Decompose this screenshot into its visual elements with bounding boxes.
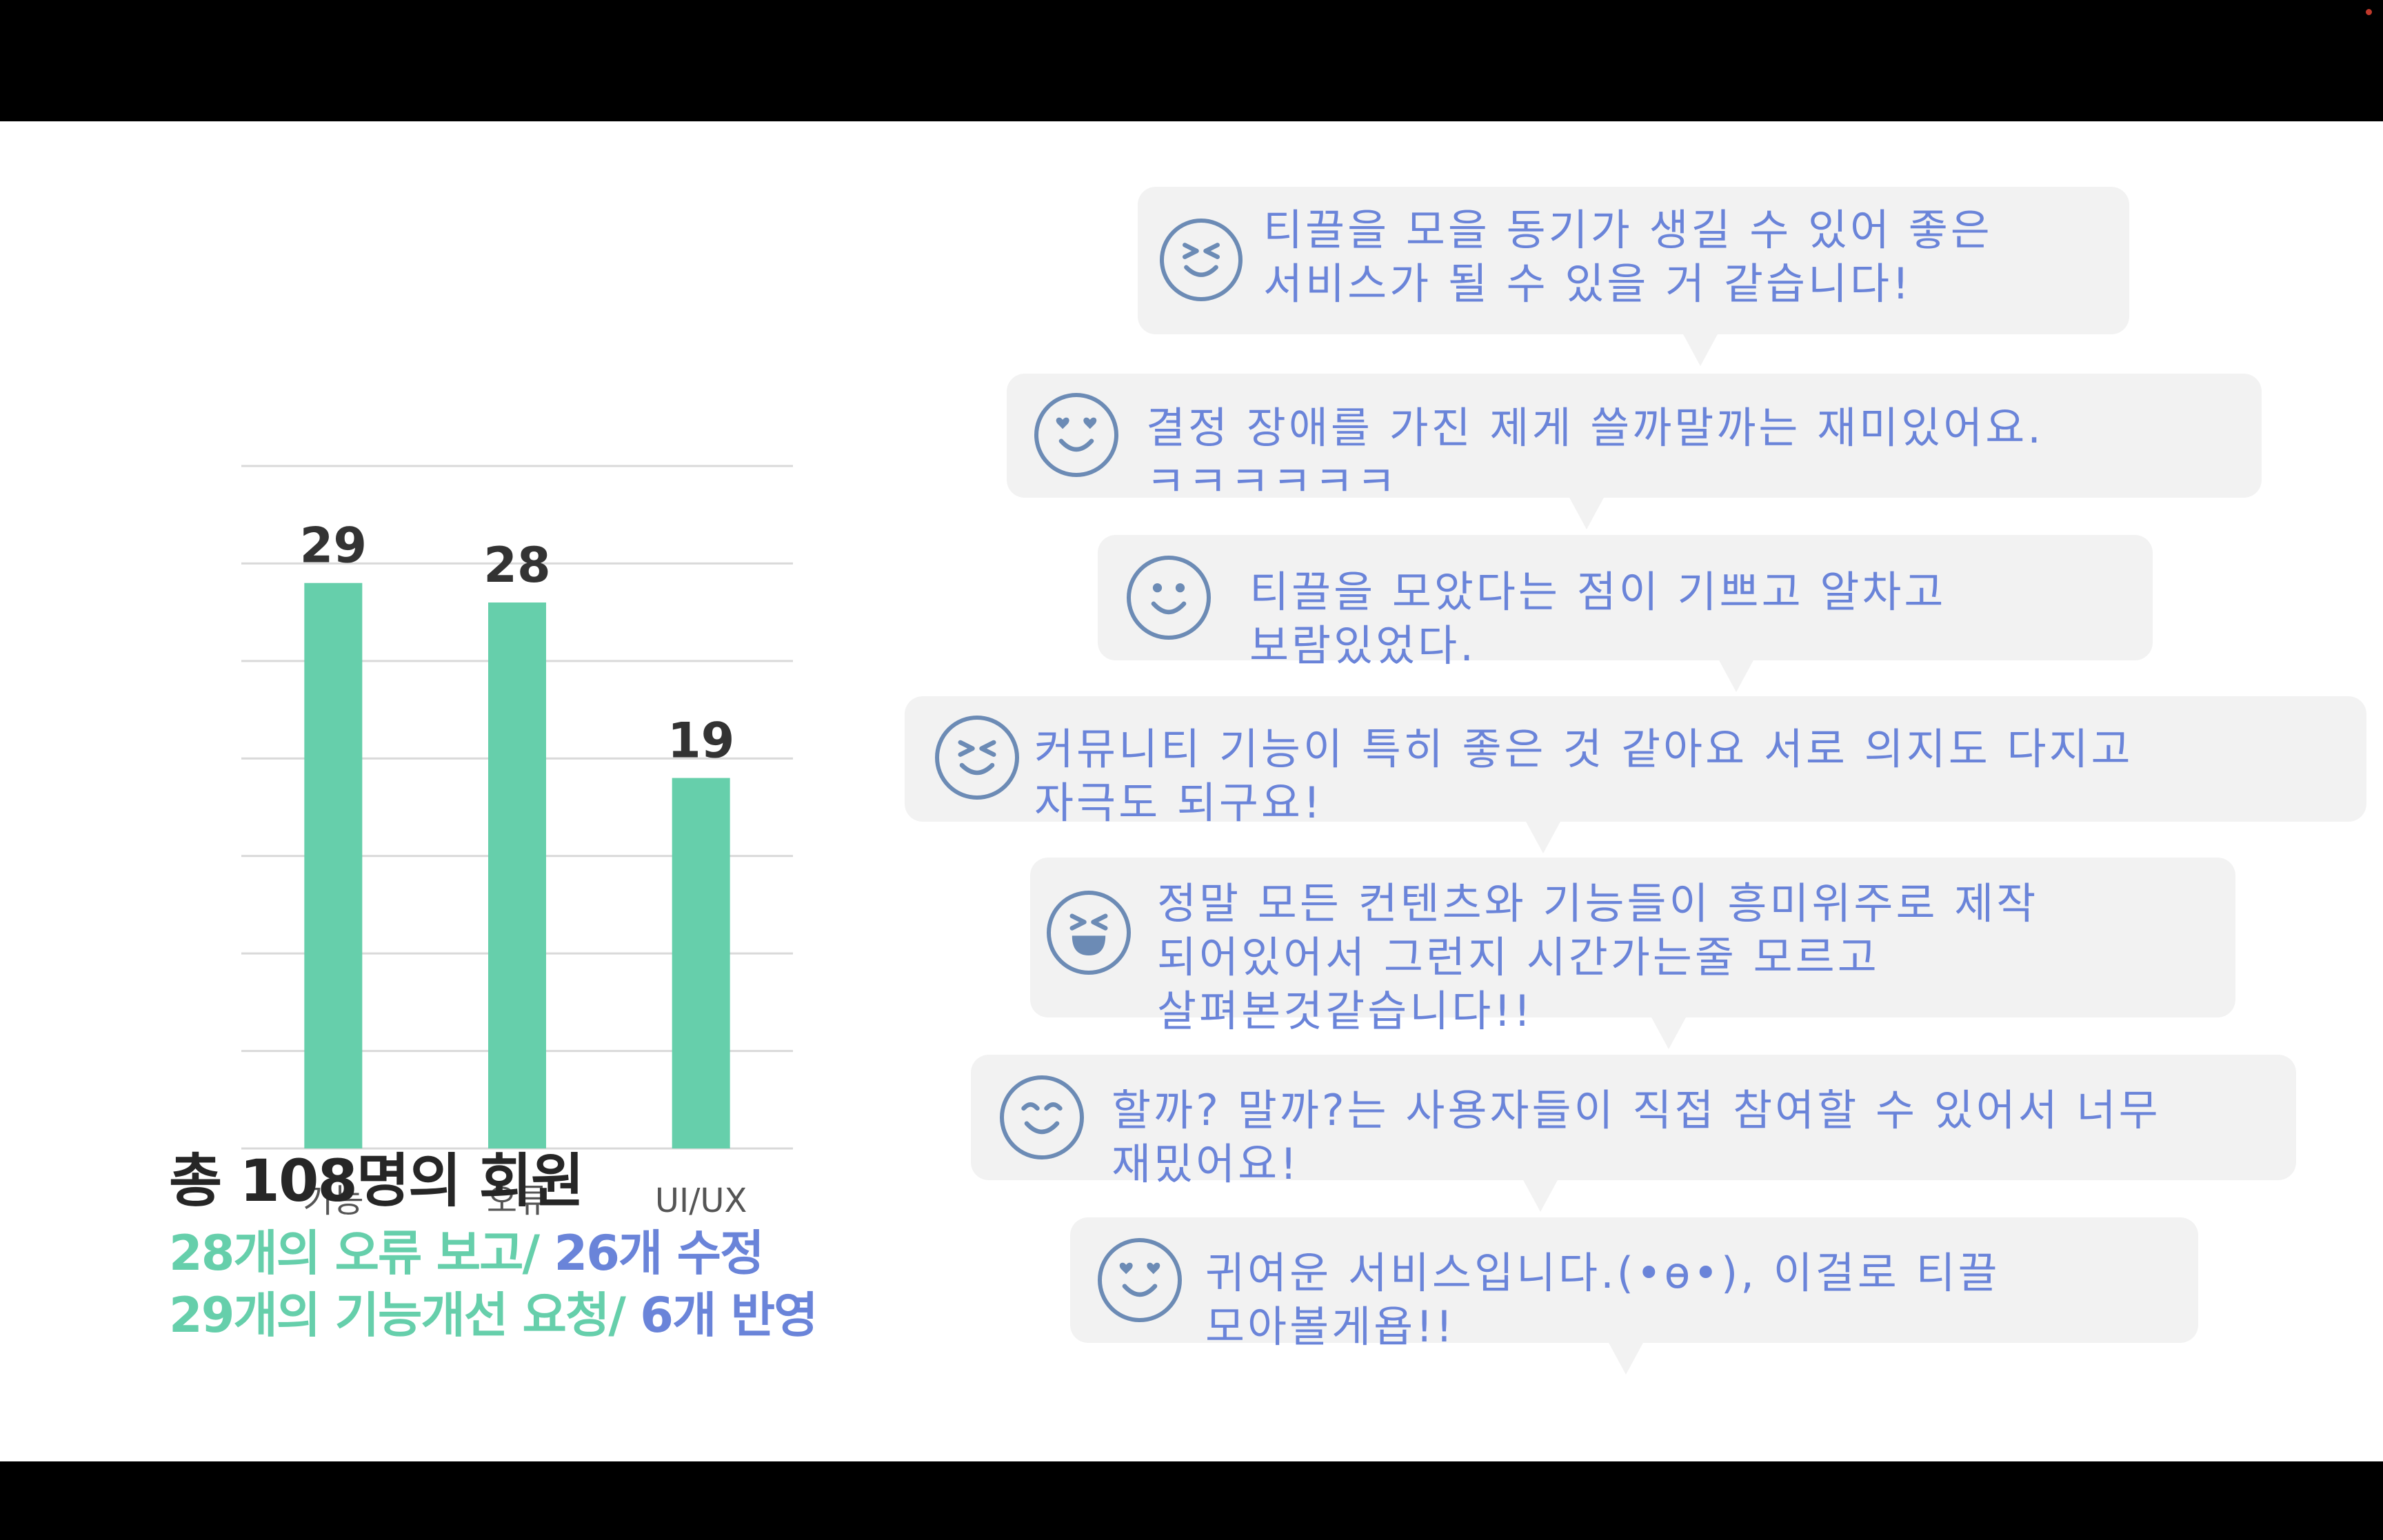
comment-line: ㅋㅋㅋㅋㅋㅋ <box>1146 456 1399 498</box>
comment-line: 티끌을 모을 동기가 생길 수 있어 좋은 <box>1263 205 1993 255</box>
comment-line: 되어있어서 그런지 시간가는줄 모르고 <box>1157 932 1880 982</box>
laughing-icon <box>1047 891 1131 975</box>
bubble-tail <box>1608 1341 1644 1375</box>
comment-bubble-5: 정말 모든 컨텐츠와 기능들이 흥미위주로 제작 되어있어서 그런지 시간가는줄… <box>1030 858 2235 1049</box>
smile-icon <box>1127 556 1211 640</box>
smile-icon <box>1000 1075 1084 1159</box>
bar <box>672 778 730 1148</box>
comment-text-7: 귀여운 서비스입니다.(•ө•), 이걸로 티끌 모아볼게욥!! <box>1205 1246 2000 1354</box>
comment-text-5: 정말 모든 컨텐츠와 기능들이 흥미위주로 제작 되어있어서 그런지 시간가는줄… <box>1157 877 2038 1038</box>
bubble-tail <box>1718 659 1754 692</box>
summary-total: 총 108명의 회원 <box>169 1147 584 1215</box>
comment-bubble-2: 결정 장애를 가진 제게 쓸까말까는 재미있어요. ㅋㅋㅋㅋㅋㅋ <box>1007 374 2262 529</box>
presentation-slide: 29 기능 28 오류 19 UI/UX 총 108명의 회원 28개의 오류 보고/ 2… <box>0 121 2383 1461</box>
comment-text-1: 티끌을 모을 동기가 생길 수 있어 좋은 서비스가 될 수 있을 거 같습니다… <box>1263 203 1993 311</box>
bar <box>488 602 546 1148</box>
comment-line: 서비스가 될 수 있을 거 같습니다! <box>1263 259 1912 309</box>
comment-line: 자극도 되구요! <box>1034 778 1323 828</box>
comment-line: 모아볼게욥!! <box>1205 1301 1456 1352</box>
comment-bubble-7: 귀여운 서비스입니다.(•ө•), 이걸로 티끌 모아볼게욥!! <box>1070 1217 2198 1375</box>
comment-text-3: 티끌을 모았다는 점이 기쁘고 알차고 보람있었다. <box>1249 565 1946 673</box>
summary-requests-applied: 6개 반영 <box>640 1287 818 1344</box>
bubble-tail <box>1522 1179 1558 1212</box>
comment-text-2: 결정 장애를 가진 제게 쓸까말까는 재미있어요. ㅋㅋㅋㅋㅋㅋ <box>1146 401 2044 498</box>
squint-smile-icon <box>1160 219 1243 301</box>
comment-bubble-4: 커뮤니티 기능이 특히 좋은 것 같아요 서로 의지도 다지고 자극도 되구요! <box>905 696 2366 853</box>
heart-eyes-icon <box>1034 393 1118 477</box>
heart-eyes-icon <box>1098 1238 1182 1322</box>
bar-value-label: 28 <box>483 537 550 594</box>
bar-value-label: 29 <box>300 518 367 574</box>
summary-errors-reported: 28개의 오류 보고/ <box>169 1225 554 1281</box>
summary-requests-received: 29개의 기능개선 요청/ <box>169 1287 641 1344</box>
comment-line: 귀여운 서비스입니다.(•ө•), 이걸로 티끌 <box>1205 1248 2000 1298</box>
bar-value-label: 19 <box>667 713 734 769</box>
bar <box>304 582 363 1148</box>
category-label: UI/UX <box>655 1182 747 1220</box>
squint-smile-icon <box>935 716 1019 800</box>
comment-bubble-3: 티끌을 모았다는 점이 기쁘고 알차고 보람있었다. <box>1098 535 2153 692</box>
comment-line: 살펴본것같습니다!! <box>1157 986 1534 1036</box>
recording-indicator <box>2366 9 2372 15</box>
summary-errors: 28개의 오류 보고/ 26개 수정 <box>169 1215 765 1284</box>
comment-line: 보람있었다. <box>1249 620 1476 671</box>
bubble-tail <box>1682 333 1718 366</box>
bubble-tail <box>1651 1016 1687 1049</box>
comment-bubble-1: 티끌을 모을 동기가 생길 수 있어 좋은 서비스가 될 수 있을 거 같습니다… <box>1138 187 2129 366</box>
comment-text-6: 할까? 말까?는 사용자들이 직접 참여할 수 있어서 너무 재밌어요! <box>1112 1084 2161 1191</box>
comment-line: 정말 모든 컨텐츠와 기능들이 흥미위주로 제작 <box>1157 878 2039 929</box>
comment-line: 재밌어요! <box>1112 1139 1300 1189</box>
comment-bubble-6: 할까? 말까?는 사용자들이 직접 참여할 수 있어서 너무 재밌어요! <box>971 1055 2296 1212</box>
comment-line: 티끌을 모았다는 점이 기쁘고 알차고 <box>1249 567 1947 617</box>
bubble-tail <box>1569 496 1605 529</box>
bar-chart: 29 기능 28 오류 19 UI/UX <box>241 465 793 1220</box>
category-label: 오류 <box>487 1182 547 1220</box>
comment-line: 할까? 말까?는 사용자들이 직접 참여할 수 있어서 너무 <box>1112 1085 2161 1135</box>
summary-feature-requests: 29개의 기능개선 요청/ 6개 반영 <box>169 1277 818 1346</box>
category-label: 기능 <box>303 1182 363 1220</box>
bubble-tail <box>1525 820 1561 853</box>
comment-line: 커뮤니티 기능이 특히 좋은 것 같아요 서로 의지도 다지고 <box>1034 724 2133 774</box>
comment-line: 결정 장애를 가진 제게 쓸까말까는 재미있어요. <box>1146 403 2044 453</box>
summary-errors-fixed: 26개 수정 <box>554 1225 765 1281</box>
comment-text-4: 커뮤니티 기능이 특히 좋은 것 같아요 서로 의지도 다지고 자극도 되구요! <box>1034 722 2133 830</box>
